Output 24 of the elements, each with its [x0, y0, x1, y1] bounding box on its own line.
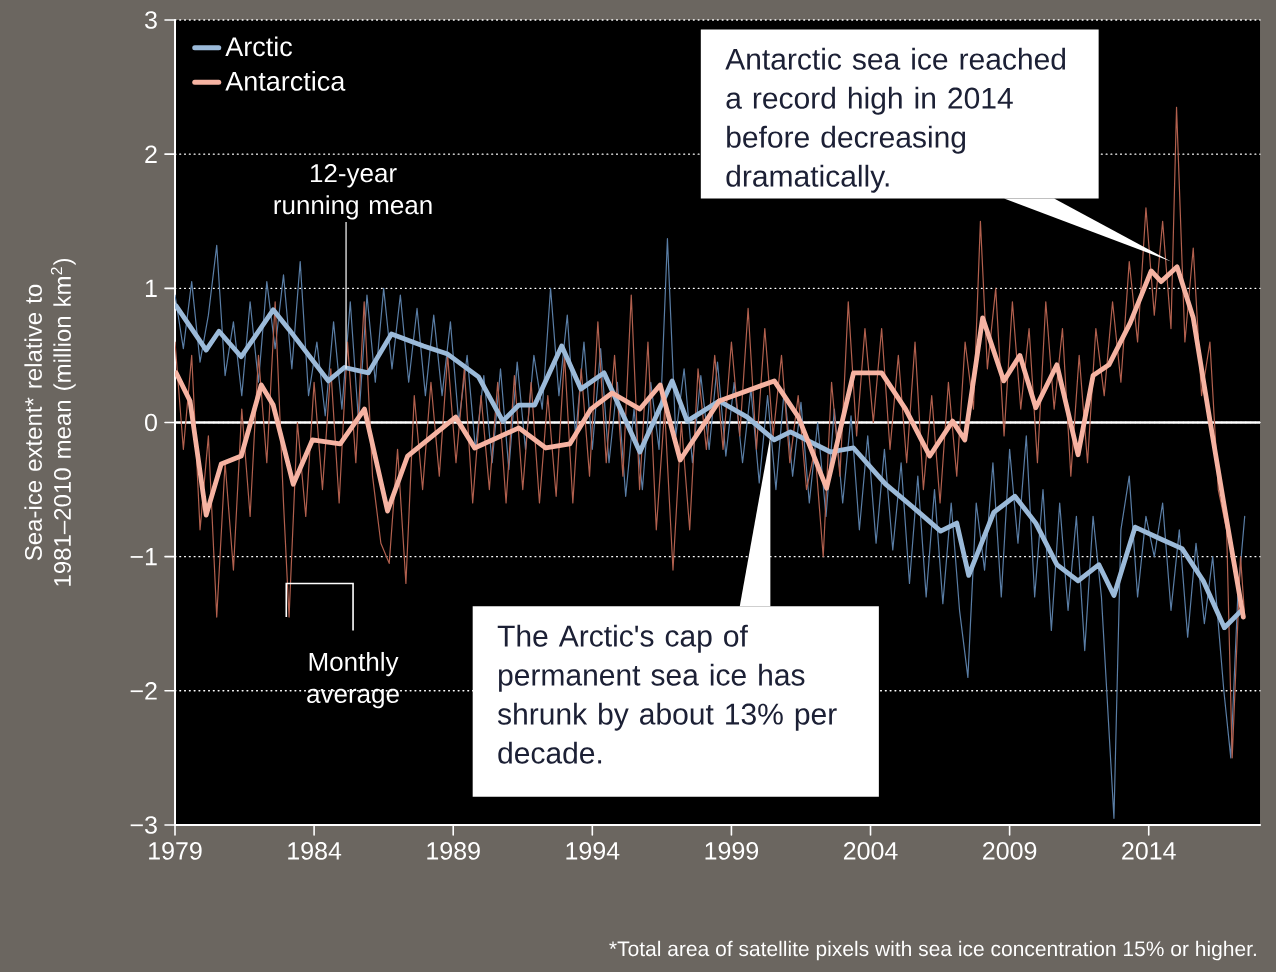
- x-tick-label: 2014: [1122, 842, 1176, 860]
- x-tick-label: 2009: [983, 842, 1037, 860]
- annotation: Monthly average: [307, 651, 399, 709]
- annotation: 12-year running mean: [274, 163, 432, 220]
- line-series: [175, 238, 1246, 819]
- annotation: Antarctic sea ice reached a record high in 2014 before decreasing dramatically.: [725, 47, 1066, 193]
- x-tick-label: 1999: [705, 842, 759, 860]
- x-tick-label: 2004: [843, 842, 898, 860]
- y-tick-label: 0: [145, 413, 157, 432]
- legend-label: Arctic: [225, 36, 293, 57]
- y-tick-label: 1: [145, 279, 157, 297]
- x-tick-label: 1994: [566, 842, 620, 860]
- y-tick-label: 3: [144, 11, 157, 29]
- x-tick-label: 1979: [149, 842, 202, 860]
- y-tick-label: −3: [130, 816, 157, 834]
- y-axis-title: Sea-ice extent* relative to 1981–2010 mean (million km$^{2}$): [24, 258, 76, 586]
- annotation: The Arctic's cap of permanent sea ice has shrunk by about 13% per decade.: [497, 624, 837, 764]
- text: *Total area of satellite pixels with sea ice concentration 15% or higher.: [609, 940, 1256, 961]
- legend-label: Antarctica: [225, 70, 346, 91]
- y-tick-label: −1: [130, 548, 157, 566]
- x-tick-label: 1989: [427, 842, 480, 860]
- y-tick-label: −2: [130, 682, 157, 700]
- x-tick-label: 1984: [288, 842, 342, 860]
- y-tick-label: 2: [145, 145, 157, 163]
